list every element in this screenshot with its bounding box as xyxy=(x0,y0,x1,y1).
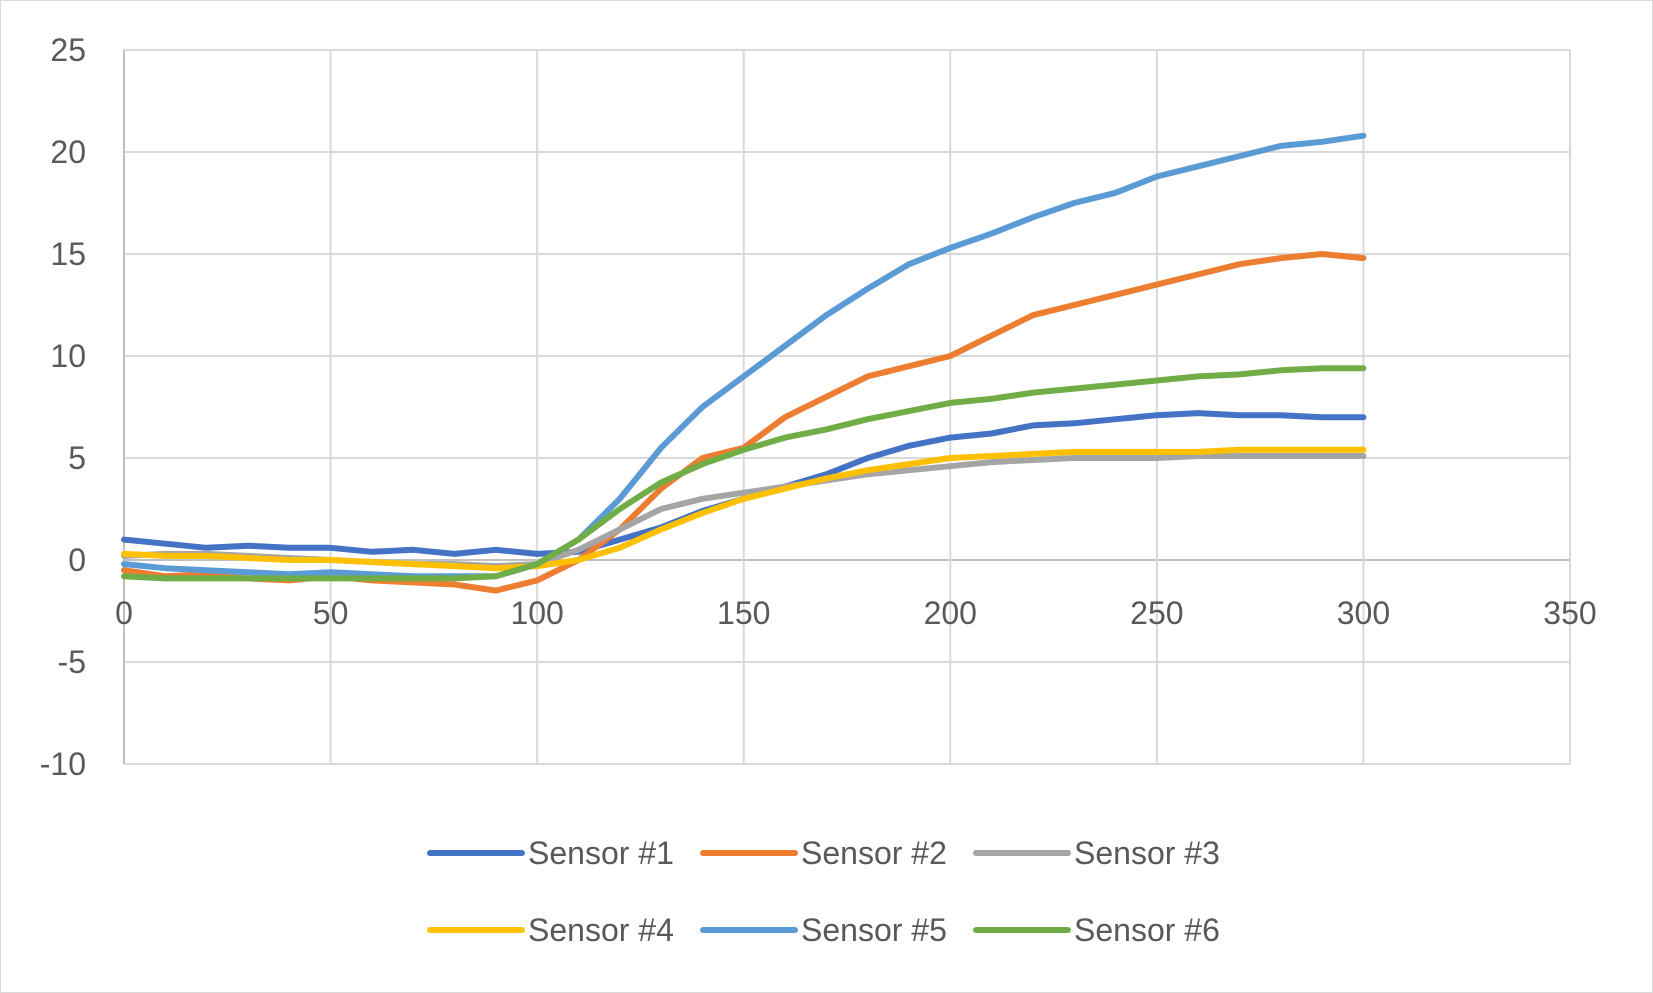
x-tick-label: 150 xyxy=(717,595,770,631)
y-tick-label: 25 xyxy=(50,32,86,68)
legend: Sensor #1 Sensor #2 Sensor #3 Sensor #4 Sens… xyxy=(427,835,1220,948)
y-tick-label: -5 xyxy=(58,644,86,680)
legend-label-sensor-4: Sensor #4 xyxy=(528,912,674,948)
x-tick-label: 100 xyxy=(510,595,563,631)
series-line-sensor-5 xyxy=(121,132,1367,580)
legend-label-sensor-1: Sensor #1 xyxy=(528,835,674,871)
x-tick-label: 0 xyxy=(115,595,133,631)
grid xyxy=(123,49,1571,765)
series-line-sensor-4 xyxy=(121,446,1367,572)
x-tick-label: 50 xyxy=(313,595,349,631)
series-line-sensor-6 xyxy=(121,365,1367,582)
x-tick-label: 350 xyxy=(1543,595,1596,631)
series-lines xyxy=(121,132,1367,594)
x-axis-ticks: 0 50 100 150 200 250 300 350 xyxy=(115,595,1597,631)
y-axis-ticks: 25 20 15 10 5 0 -5 -10 xyxy=(40,32,86,782)
y-tick-label: 20 xyxy=(50,134,86,170)
y-tick-label: 15 xyxy=(50,236,86,272)
legend-label-sensor-2: Sensor #2 xyxy=(801,835,947,871)
y-tick-label: 0 xyxy=(68,542,86,578)
y-tick-label: -10 xyxy=(40,746,86,782)
legend-label-sensor-5: Sensor #5 xyxy=(801,912,947,948)
x-tick-label: 250 xyxy=(1130,595,1183,631)
x-tick-label: 300 xyxy=(1337,595,1390,631)
legend-label-sensor-3: Sensor #3 xyxy=(1074,835,1220,871)
x-tick-label: 200 xyxy=(924,595,977,631)
y-tick-label: 5 xyxy=(68,440,86,476)
legend-label-sensor-6: Sensor #6 xyxy=(1074,912,1220,948)
y-tick-label: 10 xyxy=(50,338,86,374)
